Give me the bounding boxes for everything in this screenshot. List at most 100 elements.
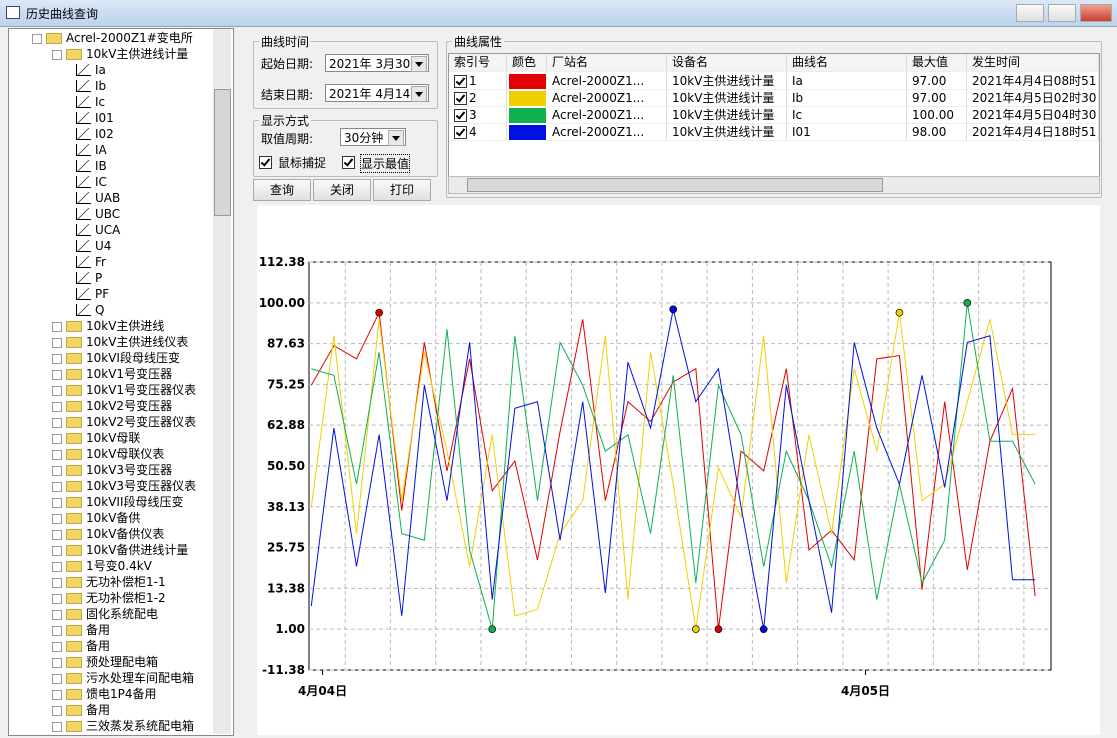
tree-item[interactable]: Acrel-2000Z1#变电所	[66, 31, 193, 45]
tree-item[interactable]: 10kV备供	[86, 511, 141, 525]
y-tick-label: 62.88	[267, 418, 305, 432]
expander	[52, 674, 62, 684]
tree-item[interactable]: P	[95, 271, 103, 285]
tree-item[interactable]: 无功补偿柜1-2	[86, 591, 166, 605]
end-date[interactable]: 2021年 4月14	[325, 84, 429, 102]
tree-item[interactable]: 10kV主供进线	[86, 319, 165, 333]
y-tick-label: 38.13	[267, 500, 305, 514]
station: Acrel-2000Z1...	[547, 124, 667, 141]
tree-scrollbar[interactable]	[213, 29, 231, 734]
y-tick-label: 50.50	[267, 459, 305, 473]
checkbox[interactable]	[259, 156, 272, 169]
checkbox[interactable]	[342, 156, 355, 169]
extreme-marker	[963, 298, 972, 307]
series-line	[311, 302, 1036, 630]
checkbox	[454, 109, 467, 122]
index-cell: 3	[449, 107, 507, 124]
curve-icon	[76, 96, 91, 108]
tree-item[interactable]: 10kV2号变压器	[86, 399, 173, 413]
tree-item[interactable]: 1号变0.4kV	[86, 559, 152, 573]
folder-icon	[66, 673, 82, 684]
tree-item[interactable]: IC	[95, 175, 107, 189]
curve-icon	[76, 176, 91, 188]
tree-item[interactable]: 10kV备供仪表	[86, 527, 165, 541]
tree-item[interactable]: 预处理配电箱	[86, 655, 159, 669]
tree-item[interactable]: 备用	[86, 703, 111, 717]
tree-item[interactable]: 10kV母联仪表	[86, 447, 165, 461]
folder-icon	[66, 705, 82, 716]
curve-icon	[76, 160, 91, 172]
color-swatch	[509, 108, 546, 123]
tree-item[interactable]: UAB	[95, 191, 121, 205]
tree-item[interactable]: 备用	[86, 639, 111, 653]
device-tree[interactable]: Acrel-2000Z1#变电所 10kV主供进线计量 Ia Ib Ic I01 I02 IA…	[8, 28, 234, 736]
curve-name: Ia	[787, 73, 907, 90]
expander	[52, 594, 62, 604]
tree-item[interactable]: 10kVII段母线压变	[86, 495, 184, 509]
expander	[52, 402, 62, 412]
minimize-button[interactable]	[1016, 4, 1044, 22]
scroll-thumb[interactable]	[214, 89, 231, 216]
tree-item[interactable]: 10kV母联	[86, 431, 141, 445]
folder-icon	[66, 529, 82, 540]
tree-item[interactable]: 馈电1P4备用	[86, 687, 157, 701]
tree-item[interactable]: Ia	[95, 63, 106, 77]
label: 起始日期:	[261, 57, 314, 71]
start-date[interactable]: 2021年 3月30	[325, 54, 429, 72]
tree-item[interactable]: UCA	[95, 223, 121, 237]
dropdown[interactable]	[411, 86, 427, 102]
curve-name: Ic	[787, 107, 907, 124]
index: 3	[469, 108, 477, 122]
tree-item[interactable]: PF	[95, 287, 110, 301]
curve-icon	[76, 304, 91, 316]
period[interactable]: 30分钟	[340, 128, 406, 146]
tree-item[interactable]: 10kV1号变压器	[86, 367, 173, 381]
tree-item[interactable]: Q	[95, 303, 105, 317]
tree-item[interactable]: I01	[95, 111, 114, 125]
tree-item[interactable]: Ic	[95, 95, 106, 109]
tree-item[interactable]: 10kV备供进线计量	[86, 543, 189, 557]
h-scrollbar[interactable]	[448, 176, 1100, 194]
tree-item[interactable]: 三效蒸发系统配电箱	[86, 719, 195, 733]
tree-item[interactable]: UBC	[95, 207, 121, 221]
button[interactable]: 打印	[373, 179, 431, 201]
tree-item[interactable]: Ib	[95, 79, 107, 93]
curve-table[interactable]: 索引号 颜色 厂站名 设备名 曲线名 最大值 发生时间 1 Acrel-2000Z1... 10k…	[448, 53, 1100, 179]
color-swatch	[509, 125, 546, 140]
tree-item[interactable]: 备用	[86, 623, 111, 637]
maximize-button[interactable]	[1048, 4, 1076, 22]
tree-item[interactable]: 无功补偿柜1-1	[86, 575, 166, 589]
tree-item[interactable]: 固化系统配电	[86, 607, 159, 621]
tree-item[interactable]: 10kV3号变压器仪表	[86, 479, 197, 493]
expander	[52, 706, 62, 716]
chart: -11.38 1.00 13.38 25.75 38.13 50.50 62.88 75.25…	[257, 205, 1100, 735]
tree-item[interactable]: 10kV2号变压器仪表	[86, 415, 197, 429]
expander	[52, 466, 62, 476]
tree-item[interactable]: I02	[95, 127, 114, 141]
y-tick-label: 25.75	[267, 541, 305, 555]
close-button[interactable]	[1080, 4, 1112, 22]
scroll-thumb[interactable]	[467, 178, 883, 192]
column-header: 颜色	[507, 54, 547, 72]
button[interactable]: 查询	[253, 179, 311, 201]
tree-item[interactable]: Fr	[95, 255, 106, 269]
tree-item[interactable]: IB	[95, 159, 107, 173]
device: 10kV主供进线计量	[667, 73, 787, 90]
button[interactable]: 关闭	[313, 179, 371, 201]
tree-item[interactable]: 10kV主供进线仪表	[86, 335, 189, 349]
dropdown[interactable]	[411, 56, 427, 72]
tree-item[interactable]: 10kVI段母线压变	[86, 351, 180, 365]
tree-item[interactable]: IA	[95, 143, 107, 157]
curve-icon	[76, 240, 91, 252]
tree-item[interactable]: 10kV1号变压器仪表	[86, 383, 197, 397]
column-header: 设备名	[667, 54, 787, 72]
tree-item[interactable]: U4	[95, 239, 112, 253]
dropdown[interactable]	[388, 130, 404, 146]
tree-item[interactable]: 污水处理车间配电箱	[86, 671, 195, 685]
curve-icon	[76, 256, 91, 268]
column-header: 厂站名	[547, 54, 667, 72]
tree-item[interactable]: 10kV主供进线计量	[86, 47, 189, 61]
tree-item[interactable]: 10kV3号变压器	[86, 463, 173, 477]
expander	[52, 562, 62, 572]
